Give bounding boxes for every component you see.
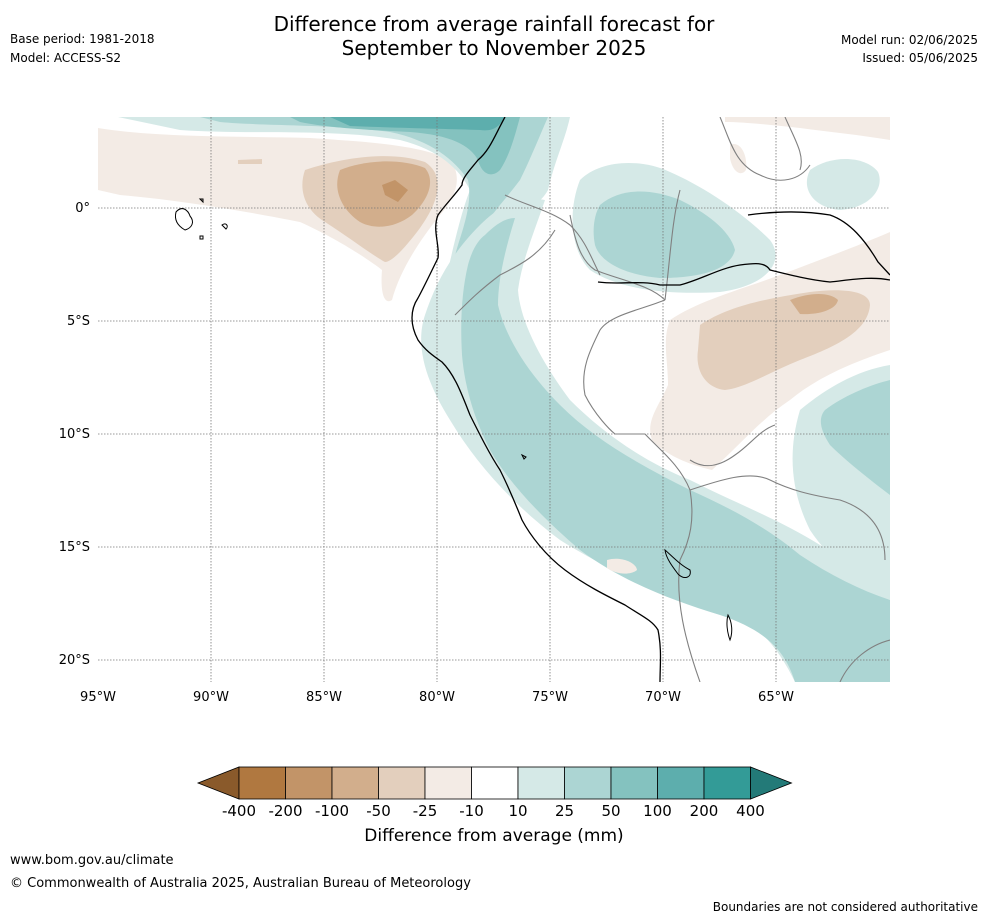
wet-region-guiana-10 — [806, 158, 880, 210]
issued-label: Issued: 05/06/2025 — [862, 51, 978, 65]
wet-region-north-50 — [290, 117, 520, 175]
colorbar-segment — [471, 766, 519, 800]
title-line-2: September to November 2025 — [341, 36, 647, 60]
footer-note: Boundaries are not considered authoritat… — [712, 900, 978, 914]
dry-region-brazil-50 — [790, 294, 838, 315]
colorbar-tick-label: -25 — [413, 802, 438, 820]
colorbar-segment — [378, 766, 426, 800]
colorbar-tick-label: 400 — [736, 802, 765, 820]
colorbar-tick-label: 100 — [643, 802, 672, 820]
lat-label-10s: 10°S — [59, 427, 90, 442]
colorbar-segment — [610, 766, 658, 800]
colorbar-arrow-low — [196, 766, 240, 800]
colorbar-tick-label: -100 — [315, 802, 349, 820]
lon-label-90w: 90°W — [193, 690, 229, 705]
dry-spot-peru-offshore — [607, 558, 637, 574]
lon-label-65w: 65°W — [758, 690, 794, 705]
colorbar-tick-label: 25 — [555, 802, 574, 820]
coastline — [411, 117, 890, 682]
dry-region-pacific-100 — [382, 180, 408, 202]
colorbar-segment — [517, 766, 565, 800]
colorbar-segment — [238, 766, 286, 800]
dry-region-brazil-25 — [697, 290, 870, 390]
wet-region-east-brazil-25 — [820, 380, 890, 495]
base-period-label: Base period: 1981-2018 — [10, 32, 155, 46]
dry-spot-pacific — [238, 159, 262, 164]
colorbar-tick-label: 50 — [601, 802, 620, 820]
lon-label-85w: 85°W — [306, 690, 342, 705]
lat-label-15s: 15°S — [59, 540, 90, 555]
model-label: Model: ACCESS-S2 — [10, 51, 122, 65]
colorbar-tick-label: -200 — [268, 802, 302, 820]
footer-copyright: © Commonwealth of Australia 2025, Austra… — [10, 876, 471, 891]
colorbar: -400 -200 -100 -50 -25 -10 10 25 50 100 200 400 — [196, 766, 793, 820]
lat-label-5s: 5°S — [67, 314, 90, 329]
lon-label-95w: 95°W — [80, 690, 116, 705]
lat-label-0: 0° — [75, 201, 90, 216]
colorbar-tick-label: -400 — [222, 802, 256, 820]
colorbar-title: Difference from average (mm) — [364, 826, 624, 846]
model-run-label: Model run: 02/06/2025 — [840, 33, 978, 47]
latitude-labels: 0° 5°S 10°S 15°S 20°S — [59, 201, 90, 668]
wet-region-north-100 — [330, 117, 505, 131]
lon-label-75w: 75°W — [532, 690, 568, 705]
colorbar-tick-label: 10 — [508, 802, 527, 820]
footer-url: www.bom.gov.au/climate — [10, 853, 174, 868]
colorbar-tick-label: -10 — [459, 802, 484, 820]
colorbar-segment — [564, 766, 612, 800]
lakes — [520, 453, 733, 642]
colorbar-segment — [285, 766, 333, 800]
wet-region-amazon-north-25 — [593, 191, 735, 278]
colorbar-segment — [424, 766, 472, 800]
colorbar-segment — [331, 766, 379, 800]
colorbar-segment — [703, 766, 751, 800]
page-title: Difference from average rainfall forecas… — [0, 12, 988, 60]
longitude-labels: 95°W 90°W 85°W 80°W 75°W 70°W 65°W — [80, 690, 794, 705]
rainfall-anomaly-field — [98, 117, 890, 682]
wet-band-andes-25 — [461, 218, 890, 682]
colorbar-tick-label: -50 — [366, 802, 391, 820]
dry-region-pacific-50 — [337, 161, 431, 227]
colorbar-arrow-high — [750, 766, 793, 800]
colorbar-tick-label: 200 — [690, 802, 719, 820]
graticule — [98, 117, 890, 682]
galapagos-islands — [175, 198, 228, 240]
colorbar-segment — [657, 766, 705, 800]
title-line-1: Difference from average rainfall forecas… — [273, 12, 715, 36]
dry-spot-caribbean — [725, 117, 890, 140]
lon-label-70w: 70°W — [645, 690, 681, 705]
lon-label-80w: 80°W — [419, 690, 455, 705]
country-borders — [454, 117, 890, 682]
lat-label-20s: 20°S — [59, 653, 90, 668]
